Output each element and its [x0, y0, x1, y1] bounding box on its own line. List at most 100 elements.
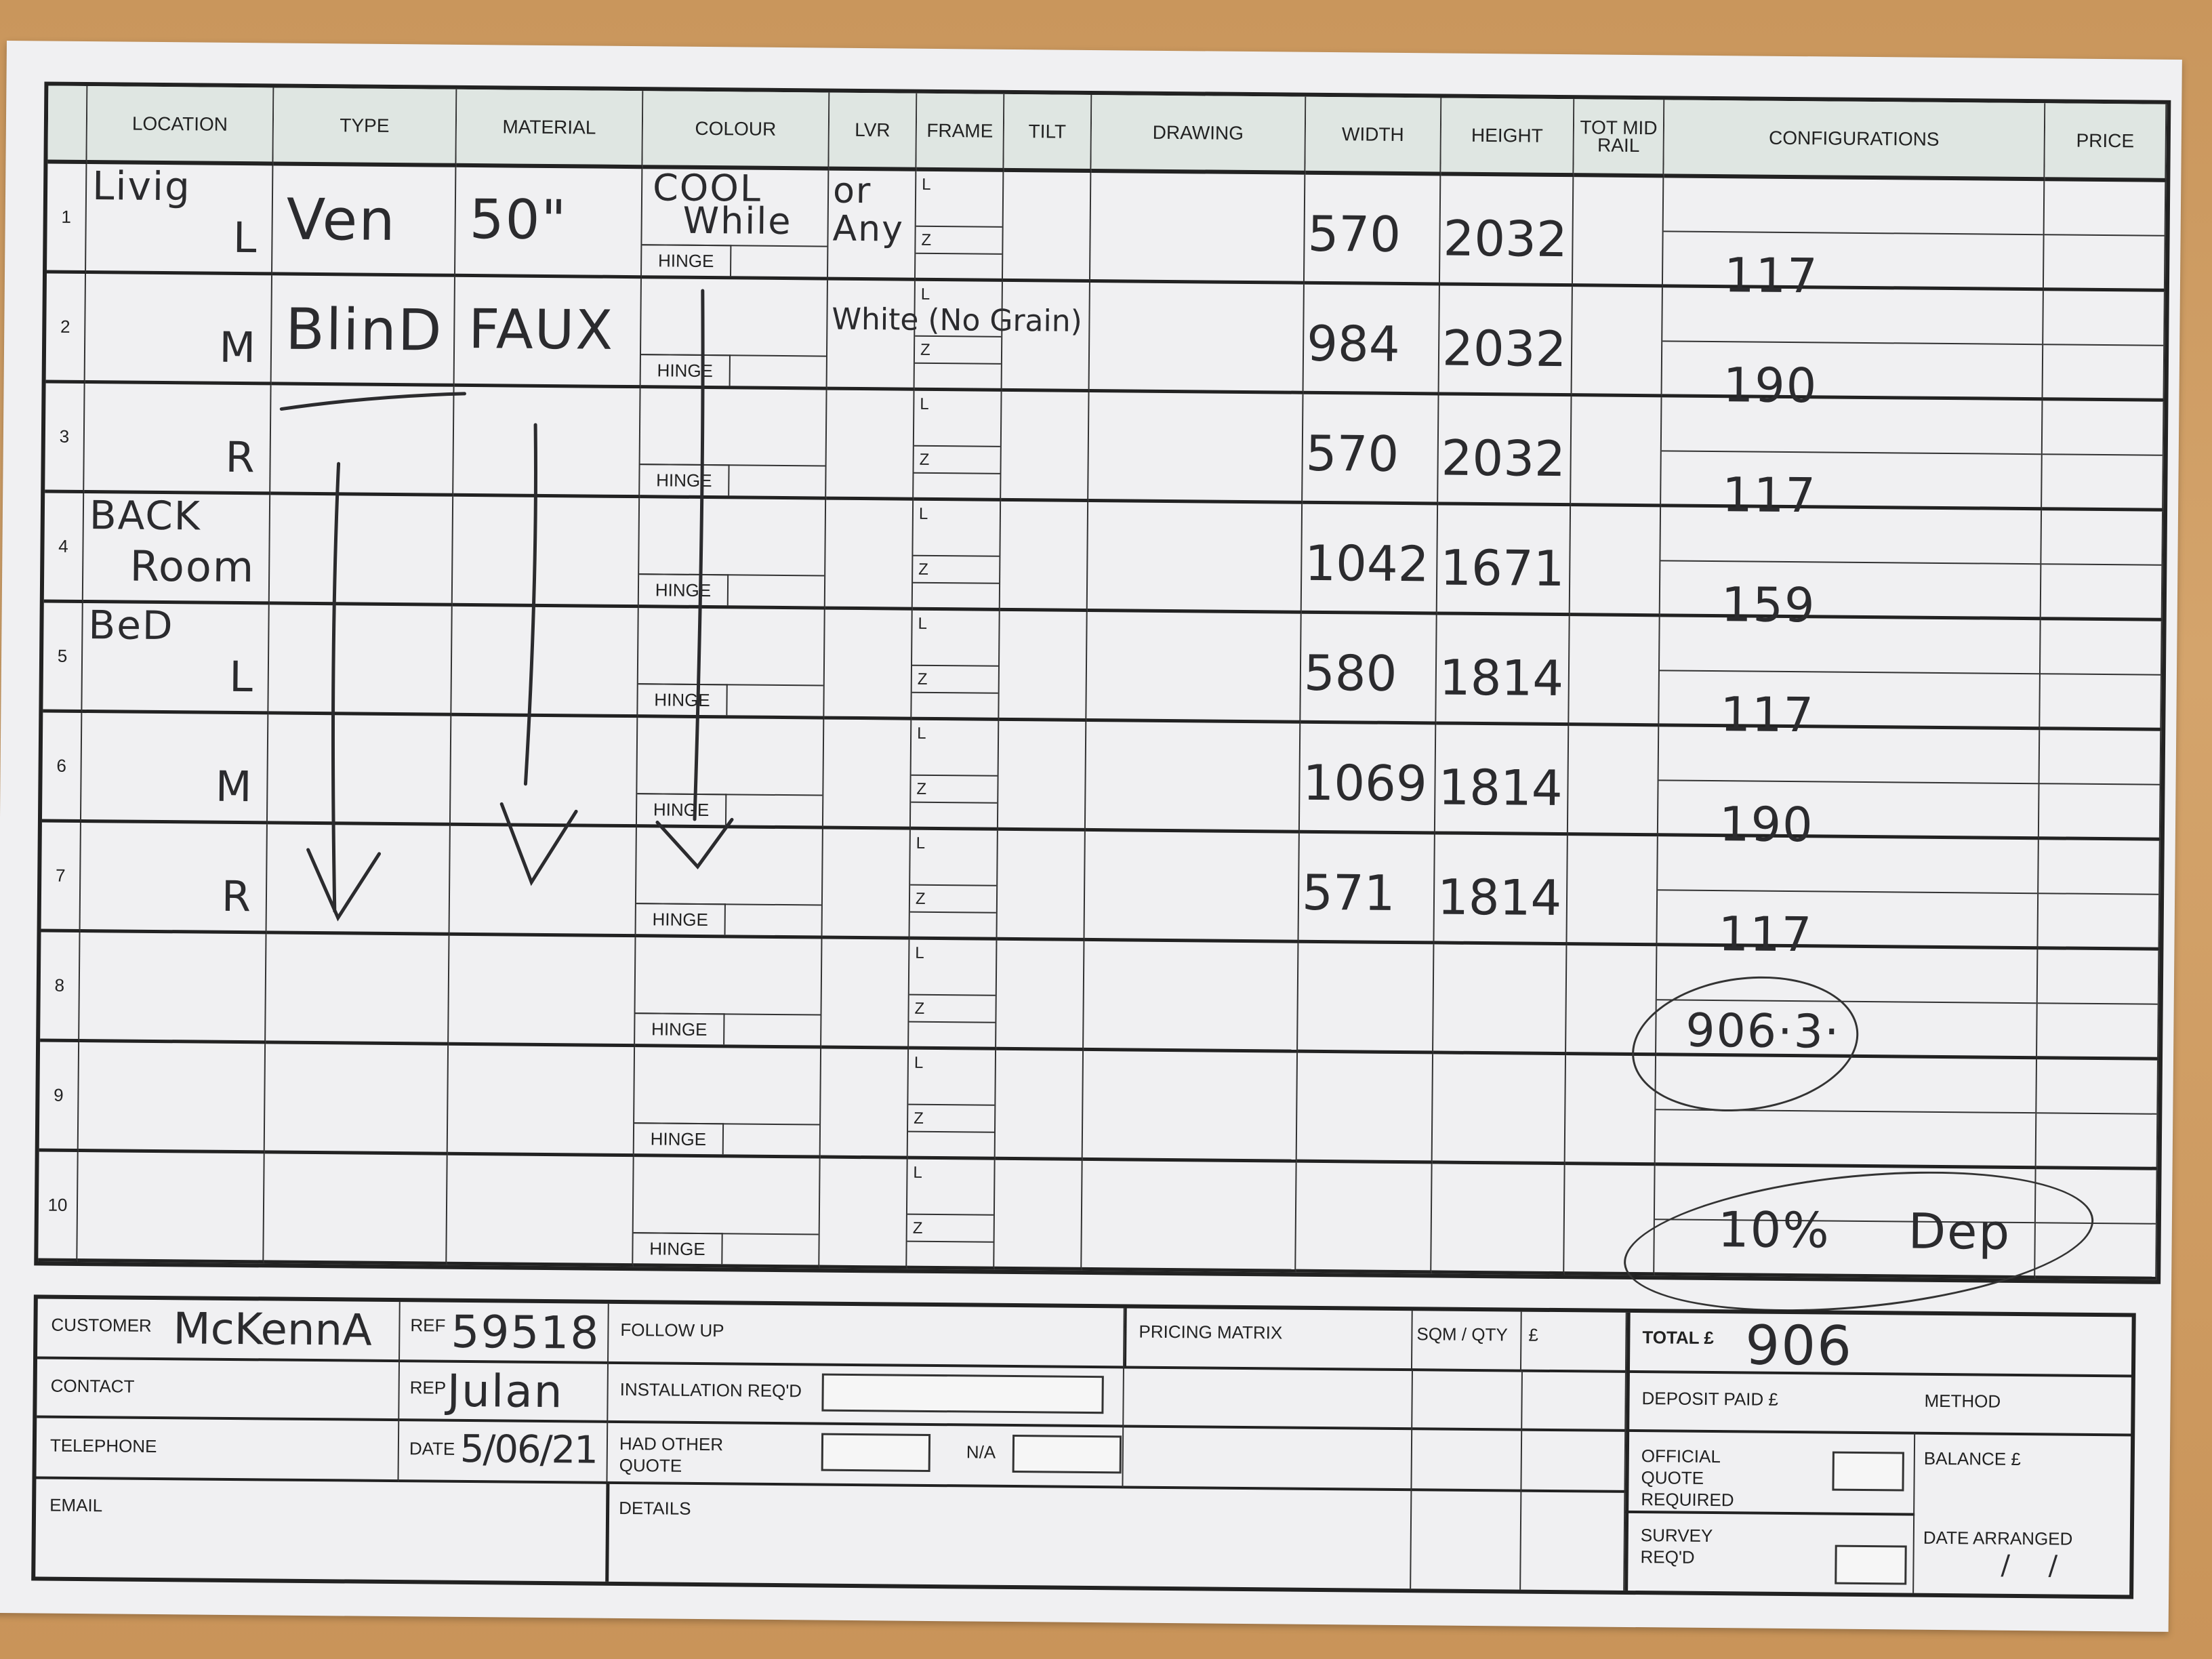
cell-drawing[interactable] [1085, 721, 1301, 834]
cell-drawing[interactable] [1084, 831, 1300, 943]
cell-drawing[interactable] [1089, 282, 1305, 394]
cell-tot-mid-rail[interactable] [1572, 287, 1663, 398]
cell-tilt[interactable] [998, 720, 1087, 832]
cell-width[interactable]: 570 [1303, 394, 1439, 506]
cell-tot-mid-rail[interactable] [1568, 726, 1660, 837]
cell-location[interactable]: R [80, 823, 268, 935]
cell-drawing[interactable] [1088, 392, 1304, 504]
cell-configurations[interactable]: 159 [1659, 577, 2041, 731]
cell-location[interactable]: R [84, 384, 272, 495]
cell-drawing[interactable] [1087, 501, 1303, 614]
cell-price[interactable] [2038, 840, 2160, 951]
hinge-label[interactable]: HINGE [636, 793, 727, 825]
cell-material[interactable]: 50" [455, 167, 643, 279]
ref-value[interactable]: 59518 [451, 1305, 600, 1359]
cell-configurations[interactable]: 117 [1662, 247, 2044, 401]
cell-width[interactable]: 570 [1304, 174, 1441, 286]
cell-width[interactable] [1296, 1052, 1434, 1164]
cell-drawing[interactable] [1084, 941, 1299, 1053]
cell-location[interactable]: BeD L [82, 602, 270, 715]
rep-value[interactable]: Julan [447, 1364, 564, 1418]
date-arranged-value[interactable]: / / [2001, 1549, 2060, 1582]
cell-configurations[interactable]: 117 [1660, 467, 2043, 621]
cell-type[interactable] [270, 385, 455, 497]
official-quote-checkbox[interactable] [1832, 1451, 1904, 1492]
installation-input[interactable] [821, 1373, 1104, 1414]
cell-configurations[interactable]: 117 [1658, 687, 2041, 840]
cell-colour[interactable]: HINGE [638, 608, 825, 720]
cell-height[interactable]: 2032 [1439, 285, 1573, 397]
cell-lvr[interactable] [820, 1048, 909, 1160]
cell-height[interactable] [1433, 944, 1568, 1056]
cell-lvr[interactable] [825, 499, 914, 611]
customer-value[interactable]: McKennA [173, 1304, 373, 1356]
cell-height[interactable]: 1814 [1436, 615, 1570, 726]
cell-tilt[interactable] [996, 940, 1085, 1051]
total-value[interactable]: 906 [1744, 1313, 1853, 1378]
cell-type[interactable] [264, 1044, 449, 1155]
cell-type[interactable] [264, 1153, 448, 1265]
cell-price[interactable] [2043, 181, 2167, 292]
cell-material[interactable] [453, 386, 641, 499]
cell-tilt[interactable] [1000, 501, 1089, 612]
cell-price[interactable] [2040, 620, 2163, 731]
hinge-label[interactable]: HINGE [634, 1122, 724, 1155]
cell-width[interactable]: 580 [1300, 613, 1437, 725]
cell-lvr[interactable] [823, 719, 912, 830]
cell-type[interactable] [266, 934, 450, 1046]
cell-type[interactable] [267, 714, 452, 826]
cell-lvr[interactable] [822, 829, 911, 940]
cell-tilt[interactable] [1002, 171, 1092, 283]
cell-colour[interactable]: HINGE [633, 1157, 821, 1269]
hinge-label[interactable]: HINGE [640, 354, 731, 386]
cell-tilt[interactable] [1001, 391, 1090, 502]
cell-price[interactable] [2042, 401, 2165, 512]
cell-tot-mid-rail[interactable] [1571, 396, 1662, 508]
cell-height[interactable] [1432, 1054, 1567, 1166]
cell-width[interactable]: 1069 [1299, 723, 1437, 835]
cell-tot-mid-rail[interactable] [1567, 836, 1658, 947]
cell-price[interactable] [2043, 291, 2165, 402]
cell-lvr[interactable] [824, 609, 913, 720]
cell-tilt[interactable] [994, 1160, 1083, 1271]
cell-type[interactable]: Ven [272, 165, 457, 277]
cell-height[interactable]: 1814 [1435, 724, 1570, 836]
cell-height[interactable]: 2032 [1438, 395, 1572, 507]
cell-tilt[interactable] [1002, 281, 1090, 392]
cell-colour[interactable]: HINGE [636, 718, 825, 830]
cell-drawing[interactable] [1090, 172, 1306, 285]
cell-location[interactable] [77, 1151, 265, 1264]
cell-colour[interactable]: HINGE [634, 1047, 822, 1159]
cell-location[interactable]: M [81, 713, 269, 825]
cell-drawing[interactable] [1082, 1160, 1297, 1273]
cell-lvr[interactable]: or Any [827, 170, 917, 281]
cell-material[interactable] [447, 1155, 634, 1267]
cell-lvr[interactable] [821, 939, 910, 1050]
hinge-label[interactable]: HINGE [633, 1232, 723, 1265]
cell-location[interactable]: Livig L [86, 163, 274, 276]
cell-location[interactable] [78, 1042, 266, 1154]
cell-height[interactable]: 1814 [1434, 834, 1568, 946]
cell-type[interactable]: BlinD [271, 275, 455, 387]
cell-material[interactable] [452, 496, 640, 609]
cell-height[interactable]: 2032 [1439, 176, 1574, 287]
hinge-label[interactable]: HINGE [638, 683, 728, 716]
hinge-label[interactable]: HINGE [638, 573, 729, 606]
cell-colour[interactable]: HINGE [640, 279, 828, 390]
survey-checkbox[interactable] [1835, 1544, 1907, 1585]
cell-tilt[interactable] [995, 1050, 1084, 1161]
cell-width[interactable] [1298, 943, 1435, 1054]
cell-width[interactable]: 1042 [1301, 504, 1439, 615]
cell-material[interactable] [451, 606, 639, 718]
cell-drawing[interactable] [1086, 611, 1302, 724]
cell-colour[interactable]: HINGE [638, 498, 827, 610]
cell-location[interactable] [79, 932, 267, 1044]
date-value[interactable]: 5/06/21 [459, 1427, 598, 1473]
